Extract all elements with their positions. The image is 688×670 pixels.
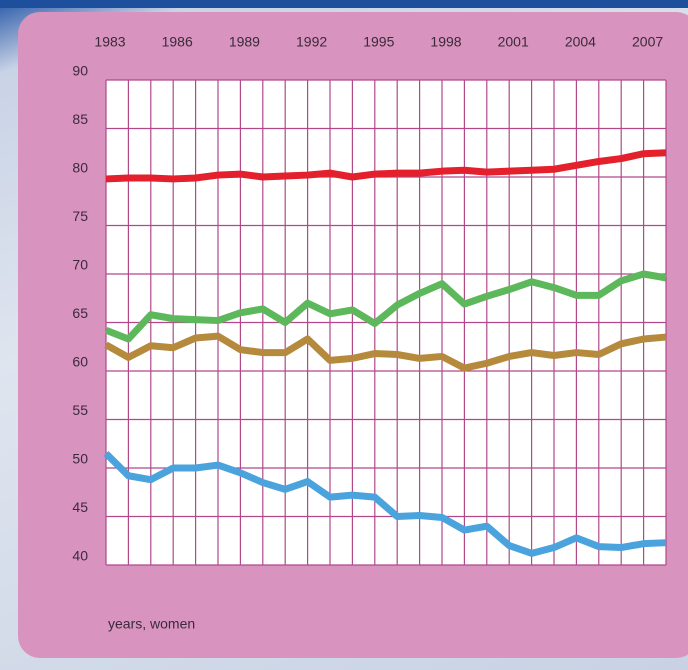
x-tick-label: 2007: [632, 34, 663, 50]
x-tick-label: 2001: [498, 34, 529, 50]
x-tick-label: 1995: [363, 34, 394, 50]
x-tick-label: 1998: [430, 34, 461, 50]
x-axis-label: years, women: [108, 616, 195, 632]
y-tick-label: 75: [72, 208, 88, 224]
series-line: [105, 149, 667, 183]
x-tick-label: 1986: [162, 34, 193, 50]
y-tick-label: 50: [72, 451, 88, 467]
y-tick-label: 85: [72, 111, 88, 127]
x-tick-label: 1989: [229, 34, 260, 50]
y-tick-label: 60: [72, 354, 88, 370]
y-tick-label: 55: [72, 402, 88, 418]
series-line: [104, 270, 667, 343]
top-band: [0, 0, 688, 8]
series-line: [104, 332, 667, 372]
x-tick-label: 1983: [94, 34, 125, 50]
x-tick-label: 1992: [296, 34, 327, 50]
y-tick-label: 70: [72, 257, 88, 273]
series-line: [103, 450, 667, 557]
y-tick-label: 65: [72, 305, 88, 321]
y-tick-label: 40: [72, 548, 88, 564]
x-tick-label: 2004: [565, 34, 596, 50]
y-tick-label: 90: [72, 63, 88, 79]
y-tick-label: 45: [72, 499, 88, 515]
y-tick-label: 80: [72, 160, 88, 176]
